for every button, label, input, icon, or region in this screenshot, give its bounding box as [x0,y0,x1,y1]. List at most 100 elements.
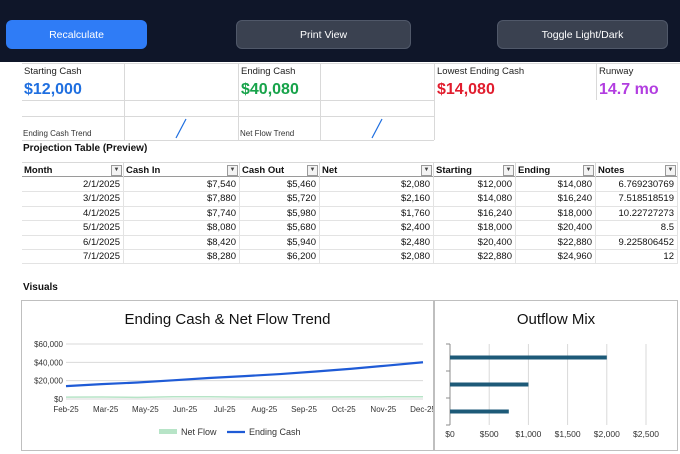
table-cell[interactable]: $5,720 [240,192,320,207]
runway-value: 14.7 mo [599,81,659,98]
filter-dropdown-icon[interactable]: ▼ [503,165,514,176]
table-cell[interactable]: $16,240 [434,206,516,221]
table-cell[interactable]: 5/1/2025 [22,221,124,236]
table-row: 3/1/2025 $7,880 $5,720 $2,160 $14,080 $16,240… [22,192,678,207]
outflow-chart-frame: Outflow Mix $0 $500 $1,000 $1,500 $2,000 $2,5… [434,300,678,451]
filter-dropdown-icon[interactable]: ▼ [665,165,676,176]
starting-cash-label: Starting Cash [24,66,82,77]
x-tick-label: Sep-25 [291,405,317,414]
table-cell[interactable]: 3/1/2025 [22,192,124,207]
table-cell[interactable]: $5,980 [240,206,320,221]
table-cell[interactable]: $2,400 [320,221,434,236]
x-tick-label: Oct-25 [332,405,357,414]
x-tick-label: Mar-25 [93,405,119,414]
table-row: 2/1/2025 $7,540 $5,460 $2,080 $12,000 $14,080… [22,178,678,193]
legend-swatch-net-flow [159,429,177,434]
sparkline-line [371,118,383,139]
column-header-notes[interactable]: Notes ▼ [596,163,678,178]
table-cell[interactable]: 7/1/2025 [22,250,124,264]
table-row: 6/1/2025 $8,420 $5,940 $2,480 $20,400 $22,880… [22,235,678,250]
column-header-label: Month [24,165,53,176]
table-cell[interactable]: 4/1/2025 [22,206,124,221]
filter-dropdown-icon[interactable]: ▼ [421,165,432,176]
y-tick-label: $20,000 [34,377,63,386]
table-cell[interactable]: 10.22727273 [596,206,678,221]
series-line-net-flow [65,395,424,399]
table-cell[interactable]: $5,460 [240,178,320,192]
outflow-chart: $0 $500 $1,000 $1,500 $2,000 $2,500 [445,343,659,439]
x-tick-label: Aug-25 [251,405,277,414]
filter-dropdown-icon[interactable]: ▼ [111,165,122,176]
ending-cash-value: $40,080 [241,81,299,98]
column-header-label: Cash Out [242,165,285,176]
table-cell[interactable]: $14,080 [516,178,596,192]
x-tick-label: Nov-25 [370,405,396,414]
grid-line [238,63,239,140]
table-cell[interactable]: $7,540 [124,178,240,192]
column-header-label: Net [322,165,338,176]
table-cell[interactable]: $7,880 [124,192,240,207]
table-cell[interactable]: $2,160 [320,192,434,207]
table-cell[interactable]: $20,400 [434,235,516,250]
x-tick-label: Jun-25 [173,405,198,414]
grid-line [596,63,597,100]
table-cell[interactable]: 6/1/2025 [22,235,124,250]
table-cell[interactable]: $7,740 [124,206,240,221]
grid-line [22,116,434,117]
table-cell[interactable]: $2,480 [320,235,434,250]
table-cell[interactable]: $24,960 [516,250,596,264]
table-cell[interactable]: $8,080 [124,221,240,236]
table-cell[interactable]: 2/1/2025 [22,178,124,192]
table-cell[interactable]: $6,200 [240,250,320,264]
table-cell[interactable]: 7.518518519 [596,192,678,207]
table-cell[interactable]: $18,000 [434,221,516,236]
table-cell[interactable]: $14,080 [434,192,516,207]
print-view-button[interactable]: Print View [236,20,411,49]
table-cell[interactable]: 12 [596,250,678,264]
table-cell[interactable]: $5,680 [240,221,320,236]
table-cell[interactable]: $22,880 [434,250,516,264]
bar [450,355,607,360]
lowest-ending-cash-label: Lowest Ending Cash [437,66,525,77]
filter-dropdown-icon[interactable]: ▼ [583,165,594,176]
grid-line [124,63,125,140]
recalculate-button[interactable]: Recalculate [6,20,147,49]
grid-line [22,63,680,64]
table-cell[interactable]: $8,280 [124,250,240,264]
column-header-month[interactable]: Month ▼ [22,163,124,178]
filter-dropdown-icon[interactable]: ▼ [307,165,318,176]
column-header-net[interactable]: Net ▼ [320,163,434,178]
table-cell[interactable]: $16,240 [516,192,596,207]
table-cell[interactable]: $12,000 [434,178,516,192]
table-cell[interactable]: 6.769230769 [596,178,678,192]
column-header-label: Cash In [126,165,161,176]
toggle-theme-button[interactable]: Toggle Light/Dark [497,20,668,49]
bar [450,382,529,387]
table-row: 5/1/2025 $8,080 $5,680 $2,400 $18,000 $20,400… [22,221,678,236]
column-header-cash-in[interactable]: Cash In ▼ [124,163,240,178]
table-cell[interactable]: $2,080 [320,250,434,264]
x-tick-label: $0 [445,429,455,439]
table-cell[interactable]: 8.5 [596,221,678,236]
table-cell[interactable]: $2,080 [320,178,434,192]
x-tick-label: $2,500 [633,429,659,439]
table-cell[interactable]: $1,760 [320,206,434,221]
column-header-cash-out[interactable]: Cash Out ▼ [240,163,320,178]
table-cell[interactable]: 9.225806452 [596,235,678,250]
column-header-ending[interactable]: Ending ▼ [516,163,596,178]
grid-line [22,100,434,101]
column-header-starting[interactable]: Starting ▼ [434,163,516,178]
x-tick-label: $1,500 [555,429,581,439]
trend-chart-title: Ending Cash & Net Flow Trend [124,311,331,328]
column-header-label: Ending [518,165,551,176]
filter-dropdown-icon[interactable]: ▼ [227,165,238,176]
x-tick-label: $1,000 [515,429,541,439]
trend-chart-frame: Ending Cash & Net Flow Trend $0 $20,000 $4… [21,300,434,451]
trend-chart: $0 $20,000 $40,000 $60,000 Feb-25 Mar-25 May-2… [34,340,433,437]
series-line-ending-cash [65,361,424,388]
table-cell[interactable]: $18,000 [516,206,596,221]
table-cell[interactable]: $8,420 [124,235,240,250]
table-cell[interactable]: $22,880 [516,235,596,250]
table-cell[interactable]: $5,940 [240,235,320,250]
table-cell[interactable]: $20,400 [516,221,596,236]
